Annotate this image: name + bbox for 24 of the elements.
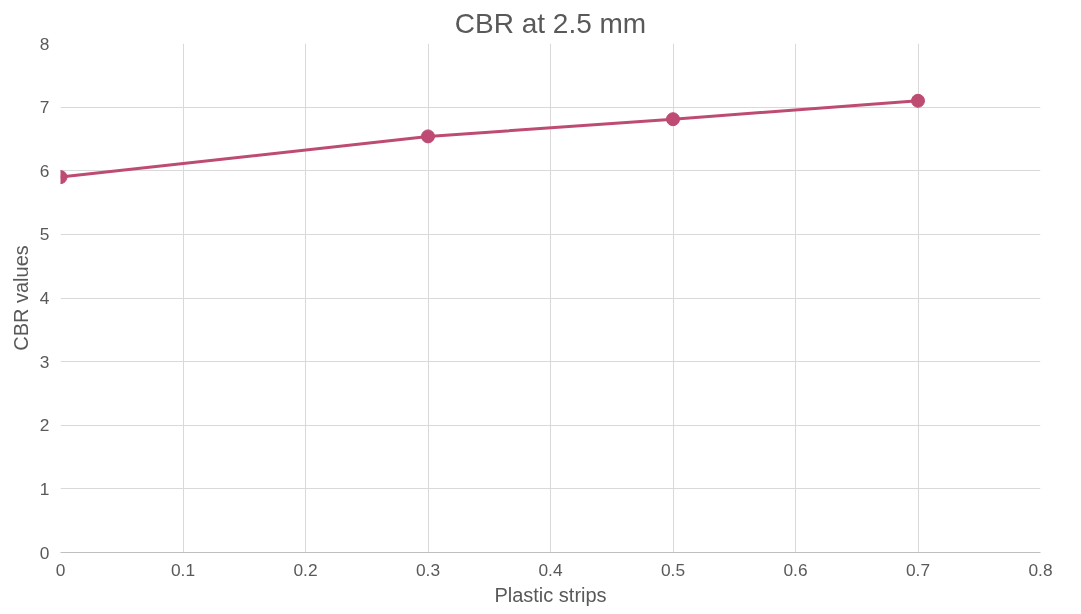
y-tick-label: 5 bbox=[39, 224, 50, 245]
y-tick-label: 7 bbox=[39, 97, 50, 118]
y-tick-label: 0 bbox=[39, 542, 50, 563]
x-axis-title: Plastic strips bbox=[494, 583, 607, 606]
x-tick-label: 0.8 bbox=[1028, 559, 1053, 580]
y-tick-label: 1 bbox=[39, 478, 50, 499]
y-axis-title: CBR values bbox=[9, 245, 32, 351]
point bbox=[421, 129, 435, 144]
point bbox=[666, 112, 680, 127]
x-tick-label: 0.5 bbox=[660, 559, 686, 580]
y-tick-label: 2 bbox=[39, 415, 50, 436]
x-tick-label: 0.4 bbox=[538, 559, 563, 580]
point bbox=[911, 93, 925, 108]
x-tick-label: 0.2 bbox=[293, 559, 318, 580]
chart-title: CBR at 2.5 mm bbox=[454, 7, 647, 39]
x-tick-label: 0 bbox=[55, 559, 66, 580]
x-tick-label: 0.3 bbox=[415, 559, 441, 580]
y-tick-label: 6 bbox=[39, 160, 50, 181]
y-tick-label: 8 bbox=[39, 33, 50, 54]
y-tick-label: 4 bbox=[39, 288, 50, 308]
x-tick-label: 0.7 bbox=[905, 559, 931, 580]
y-tick-label: 3 bbox=[39, 351, 50, 372]
x-tick-label: 0.1 bbox=[170, 559, 196, 580]
x-tick-label: 0.6 bbox=[783, 559, 808, 580]
